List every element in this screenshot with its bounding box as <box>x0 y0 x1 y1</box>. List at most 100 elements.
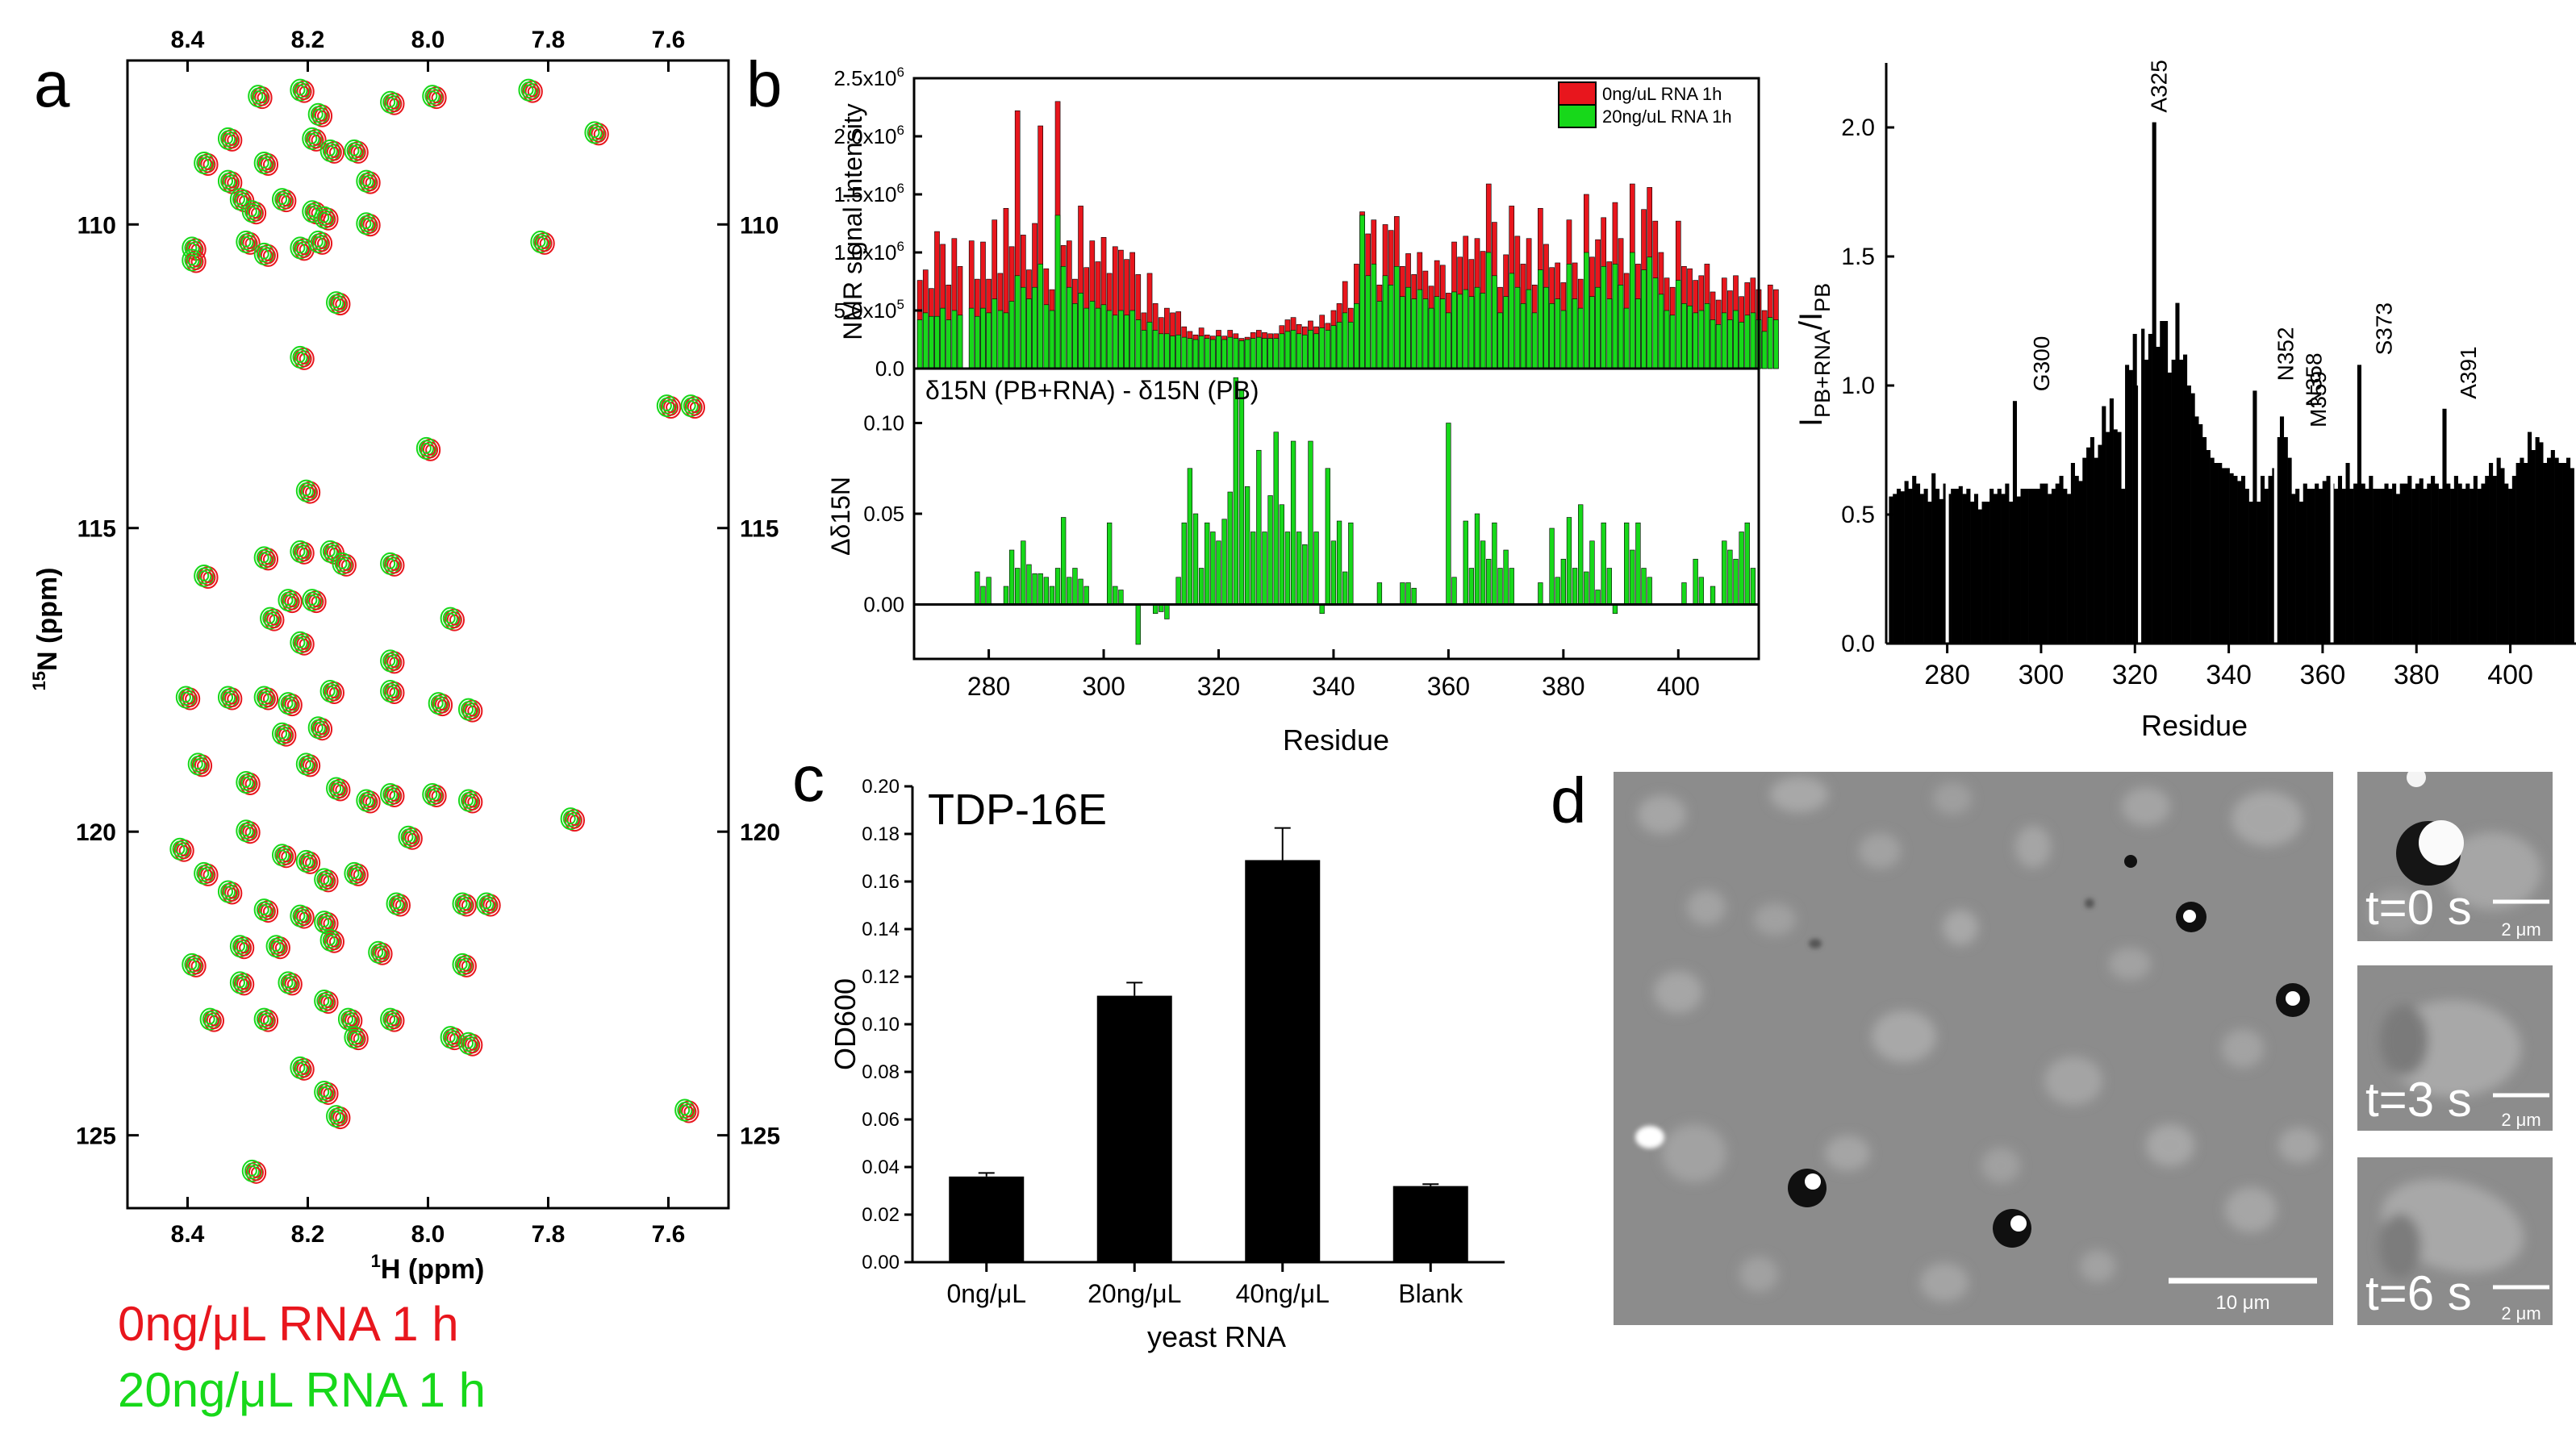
b2-bar <box>1238 390 1245 605</box>
a-peak <box>380 680 405 705</box>
b1-bar-green <box>1060 265 1067 369</box>
a-peak-contour-green <box>217 880 239 903</box>
b3-bar <box>2423 489 2428 644</box>
b1-legend: 0ng/uL RNA 1h 20ng/uL RNA 1h <box>1558 81 1732 128</box>
b3-bar <box>2276 437 2281 644</box>
b3-x-tick-label: 320 <box>2112 660 2158 690</box>
a-peak <box>380 552 405 577</box>
a-peak-contour-green <box>258 156 269 169</box>
b2-bar <box>1635 522 1641 605</box>
a-peak-contour-green <box>298 755 315 773</box>
b1-bar-green <box>1485 252 1492 369</box>
a-peak-contour-green <box>236 770 257 794</box>
legend-swatch-red <box>1558 81 1597 106</box>
a-peak-contour-green <box>292 543 308 561</box>
a-x-tick-label: 7.6 <box>652 1221 686 1248</box>
a-peak-contour-green <box>326 1105 347 1128</box>
b3-bar <box>2244 489 2249 644</box>
b1-bar-green <box>1227 336 1234 369</box>
inset-t0: t=0 s 2 μm <box>2357 772 2553 941</box>
panel-label-b: b <box>746 48 783 120</box>
a-x-tick-label: 8.2 <box>291 1221 325 1248</box>
a-peak-contour-green <box>461 792 477 810</box>
b3-bar <box>1993 494 1998 644</box>
a-peak-contour-green <box>430 694 446 712</box>
a-peak-contour-green <box>370 944 386 961</box>
b2-bar <box>1474 513 1480 605</box>
a-peak-contour-green <box>319 873 330 886</box>
b1-bar-green <box>1497 312 1503 369</box>
a-peak-contour-green <box>656 394 678 418</box>
a-peak-contour-green <box>385 1013 396 1025</box>
b3-bar <box>2160 321 2165 644</box>
a-x-tick-label-top: 8.2 <box>291 27 325 53</box>
b1-bar-green <box>1382 275 1388 369</box>
a-peak-contour-green <box>240 776 252 788</box>
b3-bar <box>2140 328 2145 644</box>
b1-bar-green <box>992 298 998 369</box>
b3-bar <box>2132 334 2137 644</box>
a-peak-contour-green <box>304 591 320 609</box>
b3-x-axis-label: Residue <box>2141 709 2248 742</box>
a-peak-contour-green <box>229 935 251 958</box>
a-peak <box>272 844 297 869</box>
b3-bar <box>2164 321 2169 644</box>
b3-bar <box>2528 431 2532 644</box>
a-peak-contour-green <box>274 725 290 743</box>
a-peak-contour-green <box>260 606 281 630</box>
a-peak-contour-green <box>274 846 290 864</box>
b1-bar-green <box>1704 303 1710 369</box>
b2-bar <box>1054 568 1061 605</box>
a-peak <box>272 722 297 747</box>
a-peak-contour-green <box>478 895 495 913</box>
a-peak <box>314 990 339 1015</box>
inset-t3-scale-label: 2 μm <box>2501 1110 2541 1130</box>
b1-bar-green <box>1538 269 1543 369</box>
b1-bar-green <box>1658 294 1664 369</box>
a-peak-contour-green <box>476 892 497 915</box>
b1-bar-green <box>1319 327 1326 369</box>
b3-bar <box>2229 473 2234 644</box>
a-peak-contour-green <box>298 852 315 870</box>
a-peak-contour-green <box>301 758 311 770</box>
b1-bar-green <box>1152 330 1159 369</box>
a-peak-contour-green <box>304 130 320 148</box>
a-peak <box>319 928 344 953</box>
a-peak-contour-green <box>520 81 536 99</box>
a-peak-contour-green <box>461 701 477 719</box>
b3-bar <box>2190 393 2195 644</box>
b3-bar <box>2279 416 2285 644</box>
a-peak-contour-green <box>589 127 600 139</box>
b2-bar <box>1376 582 1383 605</box>
a-peak <box>356 169 381 194</box>
a-peak-contour-green <box>463 1037 474 1049</box>
b2-bar <box>1566 517 1572 605</box>
a-peak <box>290 78 315 103</box>
b1-bar-green <box>1675 280 1681 369</box>
a-peak-contour-green <box>182 952 202 976</box>
b3-bar <box>2511 476 2516 644</box>
b1-bar-green <box>1647 256 1653 369</box>
b3-y-axis-label: IPB+RNA/IPB <box>1793 283 1835 427</box>
a-peak-contour-green <box>316 870 332 888</box>
b1-bar-green <box>1618 285 1624 369</box>
a-peak <box>452 892 477 917</box>
b3-bar <box>2020 489 2025 644</box>
a-peak <box>674 1098 699 1123</box>
a-peak-contour-green <box>454 895 470 913</box>
b1-bar-green <box>986 312 992 369</box>
b1-bar-green <box>1393 265 1400 369</box>
a-peak-contour-green <box>241 200 263 223</box>
a-peak-contour-green <box>346 1028 362 1046</box>
a-peak-contour-green <box>344 139 365 162</box>
b1-bar-green <box>1744 315 1751 369</box>
b3-bar <box>2210 457 2215 644</box>
b3-bar <box>2524 463 2528 644</box>
c-y-tick-label: 0.00 <box>862 1252 900 1273</box>
b1-bar-green <box>1129 310 1135 369</box>
b2-bar <box>1015 568 1021 605</box>
b3-bar <box>2082 457 2087 644</box>
a-peak-contour-green <box>238 773 254 791</box>
b2-bar <box>1021 540 1026 605</box>
a-peak <box>290 540 315 565</box>
